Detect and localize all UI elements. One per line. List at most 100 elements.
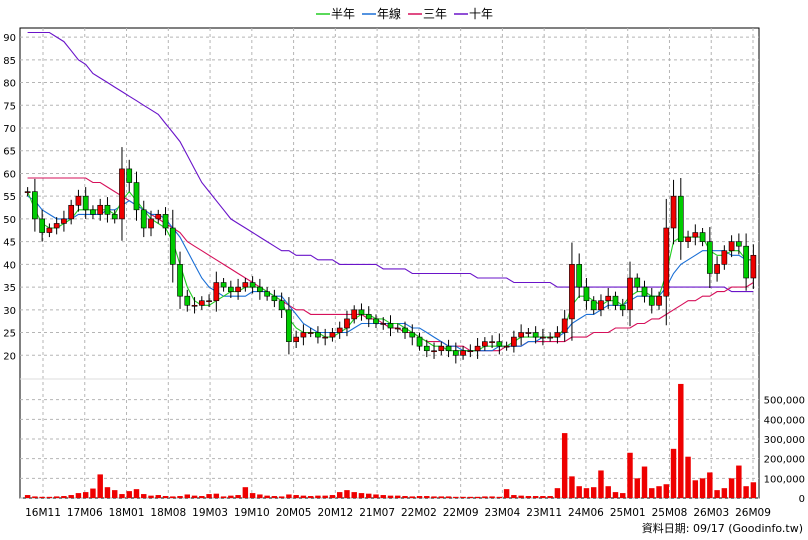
candle	[663, 198, 670, 326]
candle-body	[75, 195, 82, 206]
price-tick-label: 20	[3, 351, 16, 362]
price-tick-label: 55	[3, 192, 16, 203]
candle	[445, 339, 452, 358]
price-tick-label: 35	[3, 283, 16, 294]
volume-bar	[685, 456, 691, 498]
candle-body	[460, 350, 466, 356]
date-tick-label: 23M04	[485, 507, 521, 519]
date-tick-label: 20M12	[317, 507, 353, 519]
volume-bar	[235, 495, 241, 498]
volume-bar	[387, 495, 394, 498]
volume-bar	[656, 486, 662, 498]
candle	[111, 209, 118, 224]
candle	[140, 200, 147, 238]
candle	[242, 278, 249, 292]
date-tick-label: 20M05	[276, 507, 312, 519]
candle	[706, 227, 713, 288]
candle	[728, 235, 735, 258]
candle-body	[569, 264, 575, 320]
candle-body	[133, 182, 140, 211]
date-tick-label: 25M08	[652, 507, 688, 519]
volume-bar	[53, 496, 60, 498]
volume-bar	[714, 490, 720, 498]
volume-bar	[111, 490, 118, 498]
candle-body	[61, 218, 67, 224]
candle	[474, 338, 481, 359]
volume-bar	[257, 494, 263, 498]
volume-bar	[329, 495, 336, 498]
volume-bar	[489, 496, 495, 498]
volume-bar	[315, 495, 321, 498]
candle-body	[315, 332, 321, 338]
volume-bar	[627, 452, 633, 498]
volume-bar	[431, 496, 437, 498]
candle-body	[714, 264, 720, 274]
volume-bar	[612, 492, 619, 498]
volume-bar	[554, 488, 561, 498]
candle	[286, 297, 292, 355]
volume-bar	[133, 489, 140, 498]
candle	[743, 233, 749, 291]
candle	[82, 187, 89, 219]
candle-body	[278, 300, 285, 311]
candle	[482, 337, 488, 351]
volume-bar	[366, 493, 372, 498]
candle	[32, 178, 38, 232]
candle	[496, 333, 503, 355]
volume-bar	[547, 496, 553, 498]
candle-body	[126, 168, 133, 183]
legend-label-year: 年線	[377, 6, 401, 21]
volume-bar	[663, 484, 670, 498]
candle-body	[692, 232, 699, 238]
candle	[373, 314, 379, 328]
volume-bar	[590, 487, 597, 498]
volume-bar	[249, 493, 256, 498]
volume-bar	[199, 496, 205, 498]
candle-body	[307, 332, 314, 334]
candle	[315, 326, 321, 344]
candle	[257, 278, 263, 300]
candle-body	[119, 168, 125, 220]
volume-bar	[264, 495, 270, 498]
candle	[685, 230, 691, 248]
candle	[598, 294, 604, 317]
candle-body	[329, 332, 336, 338]
volume-bar	[424, 496, 430, 498]
candle	[460, 346, 466, 360]
candle-body	[351, 309, 358, 320]
candle-body	[496, 341, 503, 347]
volume-bar	[750, 482, 757, 498]
candle-body	[271, 295, 278, 302]
candle-body	[46, 227, 53, 233]
candle-body	[184, 295, 191, 306]
candle-body	[402, 327, 408, 333]
candle	[518, 324, 524, 346]
candle	[46, 223, 53, 238]
volume-bar	[692, 480, 699, 498]
candle-body	[387, 323, 394, 329]
candle	[126, 159, 133, 192]
candle	[736, 233, 742, 255]
candle	[39, 209, 45, 242]
legend-label-three-year: 三年	[423, 7, 447, 21]
volume-bar	[620, 493, 626, 498]
volume-bar	[634, 478, 640, 498]
candle	[264, 287, 270, 301]
date-tick-label: 23M11	[526, 507, 562, 519]
candle-body	[728, 241, 735, 252]
candle	[394, 323, 401, 333]
volume-bar	[503, 489, 510, 498]
candle	[90, 205, 96, 219]
candle	[692, 224, 699, 246]
candle-body	[525, 332, 532, 334]
candle-body	[648, 295, 655, 306]
volume-bar	[583, 488, 590, 498]
legend-label-half-year: 半年	[331, 7, 355, 21]
candle	[438, 341, 445, 356]
candle-body	[511, 336, 517, 347]
volume-bar	[678, 383, 684, 498]
candle-body	[685, 236, 691, 242]
volume-bar	[569, 476, 575, 498]
volume-bar	[641, 466, 648, 498]
price-tick-label: 75	[3, 101, 16, 112]
